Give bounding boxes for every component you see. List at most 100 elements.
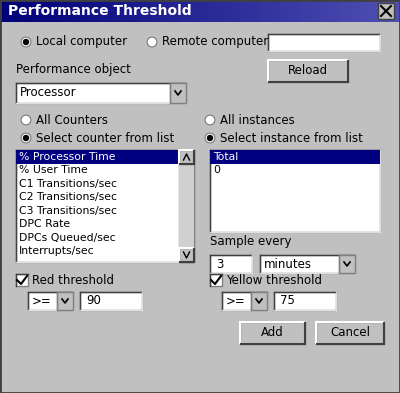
Bar <box>180 0 188 22</box>
Text: Processor: Processor <box>20 86 77 99</box>
Bar <box>273 0 281 22</box>
Circle shape <box>21 115 31 125</box>
Bar <box>247 0 254 22</box>
Bar <box>220 0 228 22</box>
Circle shape <box>208 136 212 141</box>
Text: All instances: All instances <box>220 114 295 127</box>
Bar <box>179 150 194 164</box>
Bar <box>387 0 394 22</box>
Bar <box>300 0 308 22</box>
Bar <box>360 0 368 22</box>
Bar <box>173 0 181 22</box>
Bar <box>100 0 108 22</box>
Text: DPC Rate: DPC Rate <box>19 219 70 229</box>
Text: >=: >= <box>226 294 246 307</box>
Bar <box>53 0 61 22</box>
Bar <box>179 164 194 248</box>
Text: Remote computer: Remote computer <box>162 35 268 48</box>
Bar <box>187 0 194 22</box>
Bar <box>60 0 68 22</box>
Circle shape <box>205 115 215 125</box>
Text: % Processor Time: % Processor Time <box>19 152 116 162</box>
Bar <box>67 0 74 22</box>
Bar <box>260 255 355 273</box>
Text: Select counter from list: Select counter from list <box>36 132 174 145</box>
Bar <box>16 150 179 163</box>
Bar <box>393 0 400 22</box>
Text: C2 Transitions/sec: C2 Transitions/sec <box>19 192 117 202</box>
Circle shape <box>205 133 215 143</box>
Bar <box>127 0 134 22</box>
Bar <box>160 0 168 22</box>
Text: Interrupts/sec: Interrupts/sec <box>19 246 95 256</box>
Bar <box>57 292 73 310</box>
Circle shape <box>24 40 28 44</box>
Bar <box>213 0 221 22</box>
Bar <box>253 0 261 22</box>
Bar <box>153 0 161 22</box>
Bar <box>251 292 267 310</box>
Bar <box>274 292 336 310</box>
Text: Add: Add <box>261 327 284 340</box>
Text: All Counters: All Counters <box>36 114 108 127</box>
Bar <box>20 0 28 22</box>
Bar <box>210 274 222 286</box>
Bar <box>80 0 88 22</box>
Bar <box>240 0 248 22</box>
Text: 75: 75 <box>280 294 295 307</box>
Bar <box>367 0 374 22</box>
Bar <box>268 34 380 51</box>
Text: Total: Total <box>213 152 238 162</box>
Bar <box>16 274 28 286</box>
Bar <box>293 0 301 22</box>
Bar <box>373 0 381 22</box>
Bar <box>222 292 267 310</box>
Bar <box>179 150 194 262</box>
Circle shape <box>24 136 28 141</box>
Bar <box>167 0 174 22</box>
Text: Reload: Reload <box>288 64 328 77</box>
Bar <box>170 83 186 103</box>
Bar <box>280 0 288 22</box>
Bar <box>147 0 154 22</box>
Bar <box>87 0 94 22</box>
Text: Select instance from list: Select instance from list <box>220 132 363 145</box>
Bar <box>140 0 148 22</box>
Bar <box>13 0 21 22</box>
Bar <box>313 0 321 22</box>
Bar <box>380 0 388 22</box>
Bar <box>80 292 142 310</box>
Text: C1 Transitions/sec: C1 Transitions/sec <box>19 179 117 189</box>
Bar <box>7 0 14 22</box>
Bar <box>33 0 41 22</box>
Bar <box>233 0 241 22</box>
Bar <box>73 0 81 22</box>
Text: DPCs Queued/sec: DPCs Queued/sec <box>19 233 116 243</box>
Bar <box>207 0 214 22</box>
Bar <box>333 0 341 22</box>
Circle shape <box>21 37 31 47</box>
Bar <box>28 292 73 310</box>
Bar <box>27 0 34 22</box>
Text: Yellow threshold: Yellow threshold <box>226 274 322 286</box>
Bar <box>340 0 348 22</box>
Text: Performance Threshold: Performance Threshold <box>8 4 192 18</box>
Bar <box>267 0 274 22</box>
Text: C3 Transitions/sec: C3 Transitions/sec <box>19 206 117 216</box>
Bar <box>307 0 314 22</box>
Bar <box>93 0 101 22</box>
Bar <box>353 0 361 22</box>
Bar <box>320 0 328 22</box>
Bar <box>40 0 48 22</box>
Bar <box>133 0 141 22</box>
Bar <box>179 248 194 262</box>
Text: % User Time: % User Time <box>19 165 88 175</box>
Text: 0: 0 <box>213 165 220 175</box>
Bar <box>193 0 201 22</box>
Text: Sample every: Sample every <box>210 235 292 248</box>
Text: Cancel: Cancel <box>330 327 370 340</box>
Bar <box>16 83 186 103</box>
Text: minutes: minutes <box>264 257 312 270</box>
Bar <box>200 0 208 22</box>
Circle shape <box>21 133 31 143</box>
